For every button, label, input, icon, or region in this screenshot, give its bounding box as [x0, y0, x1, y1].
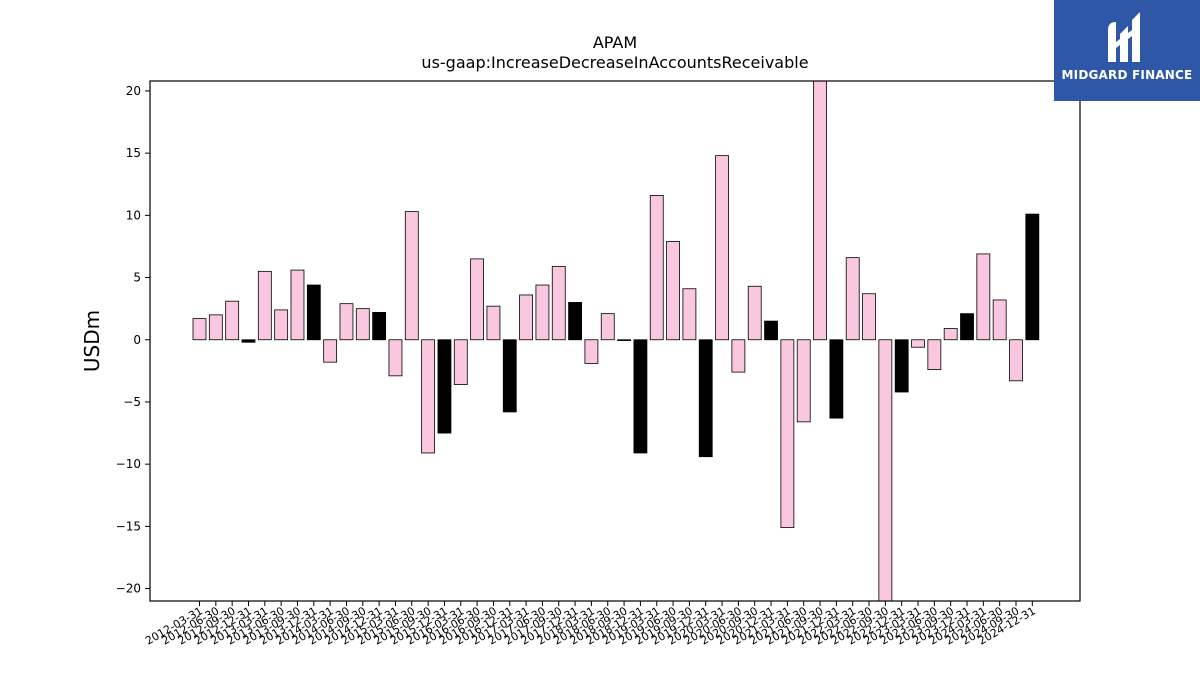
bar [747, 285, 762, 341]
bar [453, 339, 468, 385]
bar [649, 195, 664, 341]
y-tick-label: 15 [126, 146, 141, 160]
bar [502, 339, 517, 413]
bar [943, 328, 958, 341]
y-tick-label: −10 [116, 457, 141, 471]
bar [323, 339, 338, 363]
brand-name: MIDGARD FINANCE [1061, 68, 1193, 82]
chart-subtitle: us-gaap:IncreaseDecreaseInAccountsReceiv… [421, 53, 808, 72]
bar [551, 265, 566, 341]
midgard-finance-logo: MIDGARD FINANCE [1054, 0, 1200, 101]
bar [862, 293, 876, 341]
bar [257, 270, 272, 341]
bar [617, 339, 631, 341]
bar [976, 253, 991, 341]
bar [813, 80, 827, 341]
x-axis: 2012-03-312012-06-302012-09-302012-12-31… [143, 601, 1038, 648]
bar [519, 294, 533, 341]
bar [372, 311, 387, 341]
plot-frame [149, 80, 1081, 602]
bars-group [192, 80, 1040, 602]
bar [388, 339, 403, 377]
bar [715, 155, 729, 341]
midgard-logo-icon [1108, 12, 1140, 62]
bar [535, 284, 550, 341]
y-tick-label: 20 [126, 84, 141, 98]
bar [666, 241, 680, 341]
bar [274, 309, 289, 341]
y-tick-label: −15 [116, 519, 141, 533]
bar [992, 299, 1007, 341]
y-axis-label: USDm [80, 310, 104, 372]
bar [339, 303, 354, 341]
bar [698, 339, 713, 458]
bar [878, 339, 893, 602]
y-axis: 20 15 10 5 0 −5 −10 −15 −20 [116, 84, 150, 596]
bar [437, 339, 452, 434]
bar [780, 339, 795, 529]
bar [1025, 213, 1040, 341]
bar [633, 339, 648, 454]
bar [470, 258, 485, 341]
bar [894, 339, 909, 393]
bar [911, 339, 925, 348]
bar [796, 339, 811, 423]
bar [1009, 339, 1023, 382]
bar [192, 318, 207, 341]
bar [241, 339, 256, 343]
bar [960, 313, 974, 341]
chart-title: APAM [593, 33, 637, 52]
bar [306, 284, 321, 341]
bar [731, 339, 746, 373]
bar [568, 302, 582, 341]
bar [355, 308, 370, 341]
bar [764, 320, 778, 341]
bar [600, 313, 615, 341]
y-tick-label: 10 [126, 208, 141, 222]
bar [829, 339, 844, 419]
bar [845, 257, 860, 341]
bar [208, 314, 223, 341]
y-tick-label: −5 [123, 395, 141, 409]
bar [225, 300, 240, 341]
y-tick-label: 5 [133, 271, 141, 285]
bar [584, 339, 599, 364]
bar [682, 288, 697, 341]
y-tick-label: −20 [116, 582, 141, 596]
bar [404, 211, 419, 341]
y-tick-label: 0 [133, 333, 141, 347]
bar [486, 305, 501, 341]
bar [290, 269, 305, 341]
bar [421, 339, 436, 454]
bar [927, 339, 942, 371]
